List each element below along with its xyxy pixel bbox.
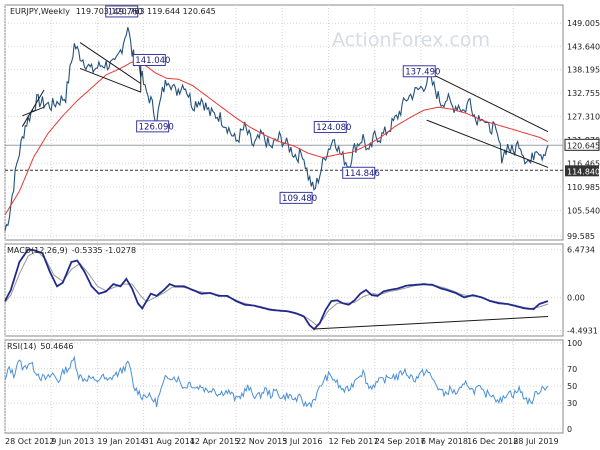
- x-tick-label: 24 Sep 2017: [375, 437, 426, 446]
- x-tick-label: 28 Jul 2019: [513, 437, 558, 446]
- macd-line: [4, 248, 549, 331]
- x-tick-label: 12 Apr 2015: [190, 437, 239, 446]
- macd-y-tick-label: 6.4734: [567, 246, 595, 255]
- level-label: 114.846: [345, 169, 380, 179]
- macd-y-tick-label: 0.00: [567, 293, 585, 302]
- level-label: 109.480: [282, 194, 317, 204]
- price-y-tick-label: 149.005: [567, 19, 600, 28]
- rsi-y-tick-label: 50: [567, 382, 577, 391]
- series-layer: [4, 27, 549, 409]
- trendline-rising-wedge-2013: [22, 106, 45, 117]
- level-label-box: [132, 53, 166, 66]
- timeframe-label: Weekly: [41, 7, 70, 16]
- macd-title: MACD(12,26,9): [7, 246, 68, 255]
- price-y-tick-label: 132.755: [567, 89, 600, 98]
- x-tick-label: 31 Aug 2014: [144, 437, 195, 446]
- price-y-tick-label: 99.585: [567, 232, 595, 241]
- moving-average-line: [4, 61, 549, 216]
- level-label-box: [279, 191, 313, 204]
- level-label-box: [105, 5, 139, 18]
- trendline-triangle-top-2014: [79, 42, 142, 84]
- x-tick-label: 16 Dec 2018: [467, 437, 518, 446]
- level-label: 126.090: [139, 122, 174, 132]
- rsi-y-tick-label: 30: [567, 399, 577, 408]
- trendline-triangle-bottom-2014: [79, 67, 141, 93]
- rsi-line: [4, 355, 549, 409]
- rsi-value: 50.4646: [40, 342, 73, 351]
- price-y-tick-label: 127.310: [567, 113, 600, 122]
- support-tag: 114.840: [565, 165, 600, 177]
- macd-panel-frame: [4, 243, 564, 337]
- support-value: 114.840: [567, 167, 600, 176]
- symbol-label: EURJPY: [10, 7, 38, 16]
- rsi-y-tick-label: 100: [567, 339, 582, 348]
- price-y-tick-label: 138.195: [567, 66, 600, 75]
- rsi-y-tick-label: 0: [567, 425, 572, 434]
- macd-gridlines: [5, 249, 563, 331]
- price-header: EURJPY,Weekly 119.703 120.763 119.644 120…: [10, 7, 216, 16]
- price-y-tick-label: 105.540: [567, 206, 600, 215]
- x-tick-label: 12 Feb 2017: [328, 437, 378, 446]
- x-tick-label: 19 Jan 2014: [97, 437, 145, 446]
- rsi-title: RSI(14): [7, 342, 36, 351]
- trendline-macd-support: [314, 316, 549, 330]
- rsi-y-tick-label: 70: [567, 365, 577, 374]
- watermark: ActionForex.com: [332, 29, 490, 51]
- price-y-tick-label: 143.640: [567, 42, 600, 51]
- level-label: 124.080: [316, 123, 351, 133]
- x-tick-label: 22 Nov 2015: [236, 437, 287, 446]
- x-tick-label: 6 May 2018: [421, 437, 468, 446]
- x-tick-label: 9 Jun 2013: [51, 437, 94, 446]
- level-label: 141.040: [135, 56, 170, 66]
- level-label-box: [313, 121, 347, 134]
- level-label-box: [402, 65, 436, 78]
- ohlc-values: 119.703 120.763 119.644 120.645: [76, 7, 216, 16]
- rsi-y-axis: 100 70 50 30 0: [567, 339, 582, 434]
- x-tick-label: 3 Jul 2016: [282, 437, 322, 446]
- level-label-box: [136, 120, 170, 133]
- last-price-value: 120.645: [567, 141, 600, 150]
- rsi-gridlines: [5, 342, 563, 430]
- price-series-line: [4, 27, 549, 232]
- last-price-tag: 120.645: [564, 138, 600, 151]
- macd-header: MACD(12,26,9) -0.5335 -1.0278: [7, 246, 136, 255]
- level-label-box: [342, 166, 376, 179]
- macd-values: -0.5335 -1.0278: [72, 246, 136, 255]
- level-label: 137.490: [405, 67, 440, 77]
- trendline-channel-lower: [426, 119, 549, 168]
- price-y-axis: 149.005143.640138.195132.755127.310121.8…: [567, 19, 600, 241]
- price-y-tick-label: 110.985: [567, 183, 600, 192]
- annotation-layer: 149.760 141.040 126.090 124.080 109.480 114.8…: [105, 5, 440, 204]
- macd-y-tick-label: -4.4931: [567, 326, 598, 335]
- rsi-header: RSI(14) 50.4646: [7, 342, 74, 351]
- price-y-tick-label: 116.465: [567, 159, 600, 168]
- macd-y-axis: 6.4734 0.00 -4.4931: [567, 246, 598, 336]
- x-tick-label: 28 Oct 2012: [5, 437, 54, 446]
- trendline-rising-wedge-2013: [21, 89, 45, 127]
- level-label: 149.760: [108, 7, 143, 17]
- trendline-channel-upper: [426, 70, 549, 133]
